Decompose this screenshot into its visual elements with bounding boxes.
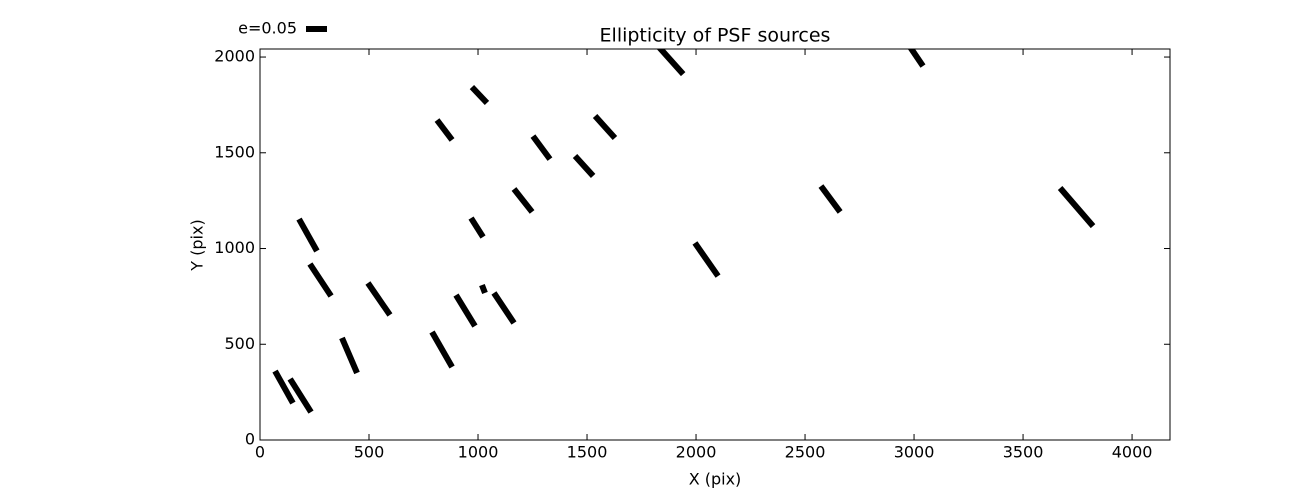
x-tick-label: 1500 (567, 443, 608, 462)
ellipticity-stick (339, 336, 360, 375)
sticks (272, 49, 1096, 414)
ellipticity-stick (656, 49, 686, 77)
ellipticity-stick (287, 377, 314, 414)
ellipticity-stick (692, 241, 721, 278)
x-axis-label: X (pix) (689, 470, 742, 489)
x-tick-label: 2500 (785, 443, 826, 462)
y-axis-label: Y (pix) (188, 219, 207, 271)
x-tick-label: 3500 (1003, 443, 1044, 462)
plot-frame (259, 48, 1171, 441)
ellipticity-stick (429, 330, 455, 369)
x-tick-label: 0 (255, 443, 265, 462)
x-tick-label: 1000 (458, 443, 499, 462)
ellipticity-stick (491, 291, 517, 325)
y-tick-label: 1500 (214, 142, 255, 161)
x-tick-label: 500 (354, 443, 385, 462)
ellipticity-stick (434, 118, 455, 142)
ellipticity-stick (365, 281, 393, 317)
x-tick-label: 4000 (1112, 443, 1153, 462)
ellipticity-stick (818, 184, 843, 214)
ellipticity-stick (307, 262, 334, 298)
chart-title: Ellipticity of PSF sources (600, 25, 831, 47)
x-tick-label: 3000 (894, 443, 935, 462)
y-tick-label: 500 (224, 334, 255, 353)
ellipticity-stick (592, 114, 618, 141)
ellipticity-stick (469, 85, 490, 106)
y-tick-label: 2000 (214, 47, 255, 66)
ellipticity-stick (468, 216, 486, 239)
ellipticity-stick (530, 134, 553, 161)
ellipticity-stick (479, 284, 488, 295)
ellipticity-stick (453, 293, 478, 328)
x-tick-label: 2000 (676, 443, 717, 462)
key-label: e=0.05 (238, 19, 297, 38)
ellipticity-stick (272, 369, 296, 405)
y-tick-label: 0 (245, 430, 255, 449)
ellipticity-stick (511, 187, 535, 214)
ellipticity-stick (296, 217, 320, 253)
ellipticity-stick (572, 154, 596, 178)
y-tick-label: 1000 (214, 238, 255, 257)
ellipticity-stick (1057, 186, 1096, 229)
ellipticity-stick (907, 49, 926, 68)
